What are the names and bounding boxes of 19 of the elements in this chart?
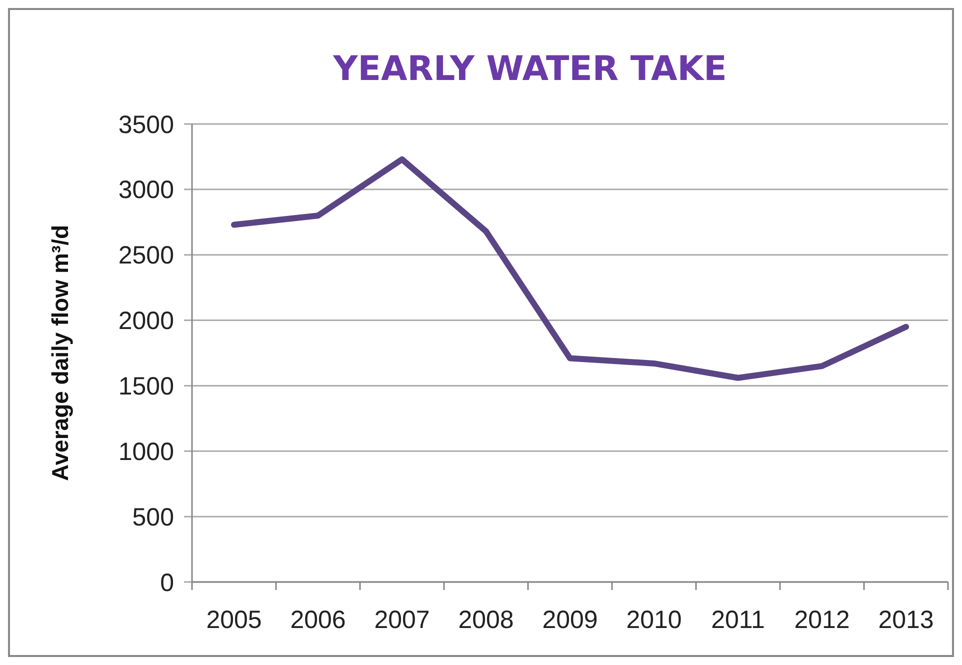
y-tick-label: 0 (160, 568, 174, 597)
x-tick-label: 2012 (794, 606, 850, 634)
y-tick-label: 2000 (118, 307, 174, 336)
x-tick-label: 2007 (374, 606, 430, 634)
x-tick-label: 2013 (878, 606, 934, 634)
chart-title: YEARLY WATER TAKE (332, 49, 727, 89)
x-tick-label: 2010 (626, 606, 682, 634)
x-tick-label: 2011 (711, 606, 765, 634)
y-tick-label: 500 (132, 503, 174, 532)
y-axis-title: Average daily flow m³/d (47, 224, 73, 482)
x-tick-label: 2005 (206, 606, 262, 634)
x-tick-label: 2009 (542, 606, 598, 634)
y-tick-label: 3500 (118, 110, 174, 139)
x-tick-label: 2008 (458, 606, 514, 634)
y-tick-label: 3000 (118, 176, 174, 204)
y-tick-label: 2500 (118, 242, 174, 270)
y-tick-label: 1500 (118, 372, 174, 400)
y-tick-label: 1000 (118, 438, 174, 466)
x-tick-label: 2006 (290, 606, 346, 634)
